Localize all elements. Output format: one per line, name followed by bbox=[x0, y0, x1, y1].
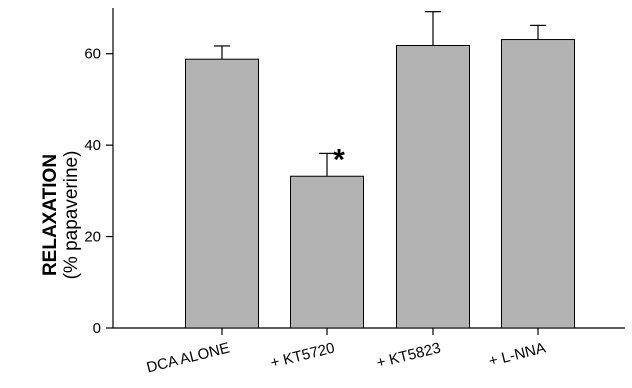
x-tick-label: + KT5720 bbox=[269, 339, 337, 371]
bar bbox=[501, 39, 575, 329]
plot-area: 0 20 40 60 DCA ALONE + KT5720 + KT5823 + L-NNA * bbox=[84, 8, 625, 377]
x-tick-label: + KT5823 bbox=[375, 339, 443, 371]
bar bbox=[396, 44, 470, 329]
y-axis-sublabel: (% papaverine) bbox=[61, 151, 82, 280]
y-axis-label: RELAXATION bbox=[40, 154, 61, 276]
y-tick-label: 60 bbox=[84, 46, 101, 63]
x-tick-label: + L-NNA bbox=[487, 339, 547, 370]
y-tick-label: 0 bbox=[93, 320, 101, 337]
x-tick-label: DCA ALONE bbox=[145, 339, 232, 376]
bar bbox=[290, 175, 364, 329]
bar bbox=[185, 58, 259, 329]
significance-marker: * bbox=[333, 143, 345, 176]
y-axis-title: RELAXATION (% papaverine) bbox=[40, 151, 82, 280]
y-tick-label: 20 bbox=[84, 229, 101, 246]
y-tick-label: 40 bbox=[84, 137, 101, 154]
